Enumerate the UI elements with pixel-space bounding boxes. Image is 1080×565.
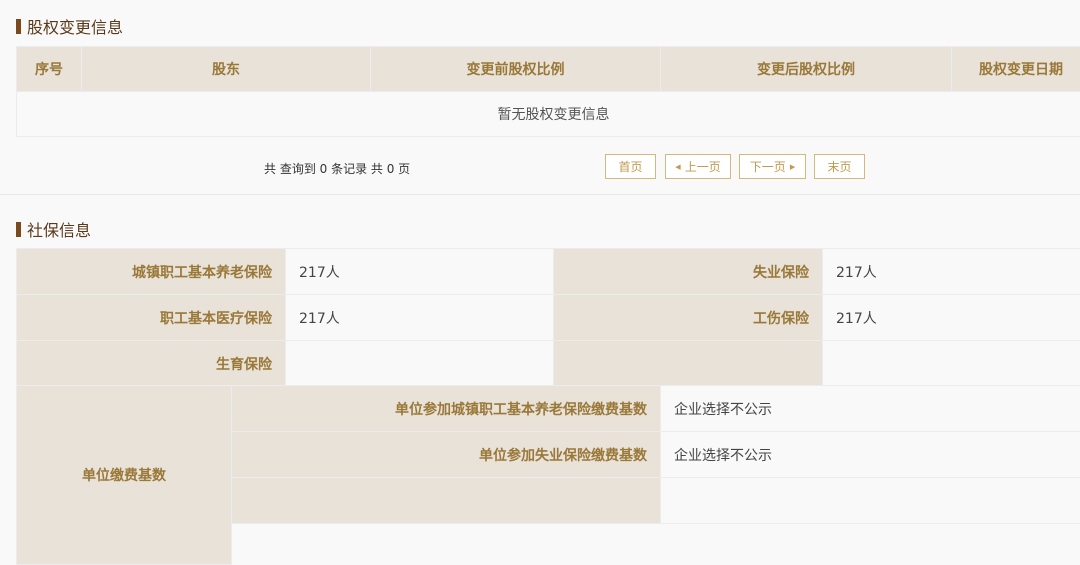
section-title-social: 社保信息 xyxy=(16,217,91,241)
next-page-label: 下一页 xyxy=(749,160,786,174)
caret-right-icon: ▶ xyxy=(789,162,796,171)
pager-summary: 共 查询到 0 条记录 共 0 页 xyxy=(264,162,411,176)
social-label: 工伤保险 xyxy=(553,294,823,341)
social-label: 城镇职工基本养老保险 xyxy=(16,248,286,295)
empty-message: 暂无股权变更信息 xyxy=(16,91,1080,137)
social-value: 217人 xyxy=(285,248,554,295)
social-value: 217人 xyxy=(285,294,554,341)
base-item-value: 企业选择不公示 xyxy=(660,431,1080,478)
base-item-label: 单位参加城镇职工基本养老保险缴费基数 xyxy=(231,385,661,432)
divider xyxy=(0,194,1080,195)
social-value xyxy=(285,340,554,387)
social-value: 217人 xyxy=(822,248,1080,295)
col-header-shareholder: 股东 xyxy=(81,46,371,92)
base-item-label: 单位参加失业保险缴费基数 xyxy=(231,431,661,478)
social-label: 生育保险 xyxy=(16,340,286,387)
base-item-label xyxy=(231,477,661,524)
first-page-label: 首页 xyxy=(618,160,643,174)
social-value: 217人 xyxy=(822,294,1080,341)
section-marker-icon xyxy=(16,221,21,237)
col-header-change-date: 股权变更日期 xyxy=(951,46,1080,92)
section-title-text: 社保信息 xyxy=(27,221,92,240)
section-marker-icon xyxy=(16,18,21,34)
last-page-label: 末页 xyxy=(827,160,852,174)
first-page-button[interactable]: 首页 xyxy=(605,154,656,179)
caret-left-icon: ◀ xyxy=(675,162,681,171)
base-label: 单位缴费基数 xyxy=(16,385,232,565)
base-item-value: 企业选择不公示 xyxy=(660,385,1080,432)
section-title-text: 股权变更信息 xyxy=(27,18,124,37)
base-item-value xyxy=(660,477,1080,524)
social-value xyxy=(822,340,1080,387)
col-header-before-ratio: 变更前股权比例 xyxy=(370,46,661,92)
section-title-equity: 股权变更信息 xyxy=(16,14,123,38)
last-page-button[interactable]: 末页 xyxy=(814,154,865,179)
social-label: 失业保险 xyxy=(553,248,823,295)
next-page-button[interactable]: 下一页 ▶ xyxy=(739,154,806,179)
col-header-index: 序号 xyxy=(16,46,82,92)
col-header-after-ratio: 变更后股权比例 xyxy=(660,46,952,92)
prev-page-label: 上一页 xyxy=(684,160,721,174)
social-label xyxy=(553,340,823,387)
prev-page-button[interactable]: ◀ 上一页 xyxy=(665,154,731,179)
social-label: 职工基本医疗保险 xyxy=(16,294,286,341)
